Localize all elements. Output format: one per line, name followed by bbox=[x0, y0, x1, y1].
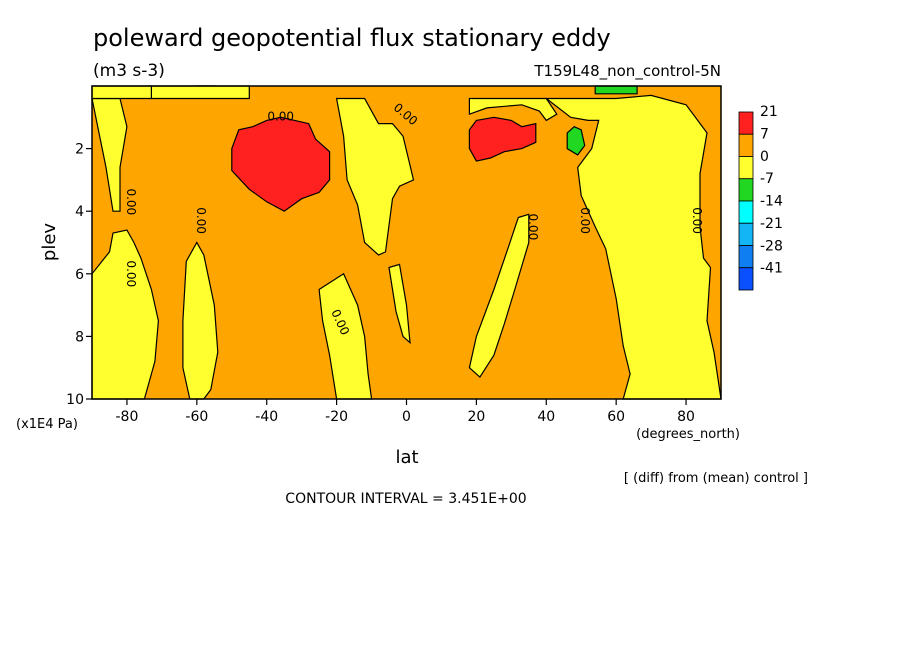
colorbar-level-label: 21 bbox=[760, 104, 778, 120]
units-label: (m3 s-3) bbox=[93, 61, 165, 81]
contour-region-negative bbox=[388, 263, 411, 345]
contour-label: 0.00 bbox=[194, 207, 208, 234]
y-tick-label: 2 bbox=[75, 142, 84, 158]
contour-label: 0.00 bbox=[124, 188, 138, 215]
colorbar-swatch bbox=[738, 222, 754, 246]
diff-note: [ (diff) from (mean) control ] bbox=[624, 471, 808, 486]
colorbar-level-label: 7 bbox=[760, 126, 769, 142]
contour-region-negative bbox=[335, 97, 415, 256]
x-axis-unit: (degrees_north) bbox=[636, 427, 740, 442]
contour-label: 0.00 bbox=[578, 207, 592, 234]
x-tick-label: 0 bbox=[402, 409, 411, 425]
contour-label: 0.00 bbox=[526, 213, 540, 240]
colorbar-level-label: -41 bbox=[760, 261, 783, 277]
x-tick-label: -80 bbox=[116, 409, 139, 425]
colorbar-swatch bbox=[738, 133, 754, 157]
contour-region-negative bbox=[468, 213, 530, 379]
contour-region-negative bbox=[594, 85, 638, 95]
chart-title: poleward geopotential flux stationary ed… bbox=[93, 24, 611, 52]
y-axis-unit: (x1E4 Pa) bbox=[16, 417, 78, 432]
x-axis: -80 -60 -40 -20 0 20 40 60 80 bbox=[116, 399, 695, 425]
colorbar-swatch bbox=[738, 178, 754, 202]
contour-region-negative bbox=[468, 97, 558, 122]
contour-region-negative bbox=[318, 272, 373, 400]
x-tick-label: 60 bbox=[607, 409, 625, 425]
contour-label: 0.00 bbox=[690, 207, 704, 234]
plot-area: 0.000.000.000.000.000.00 0.00 0.000.00 bbox=[91, 85, 722, 400]
experiment-label: T159L48_non_control-5N bbox=[533, 62, 721, 81]
colorbar-level-label: -14 bbox=[760, 194, 783, 210]
contour-label: 0.00 bbox=[124, 260, 138, 287]
y-axis-label: plev bbox=[39, 223, 60, 262]
colorbar-level-label: -21 bbox=[760, 216, 783, 232]
x-tick-label: 20 bbox=[467, 409, 485, 425]
contour-region-negative bbox=[91, 97, 128, 212]
contour-region-negative bbox=[91, 85, 152, 100]
colorbar-swatch bbox=[738, 245, 754, 269]
x-tick-label: -20 bbox=[325, 409, 348, 425]
colorbar-level-label: -7 bbox=[760, 171, 774, 187]
x-tick-label: -40 bbox=[255, 409, 278, 425]
x-tick-label: -60 bbox=[185, 409, 208, 425]
contour-label: 0.00 bbox=[267, 109, 294, 123]
contour-interval: CONTOUR INTERVAL = 3.451E+00 bbox=[285, 491, 526, 507]
y-tick-label: 6 bbox=[75, 267, 84, 283]
x-tick-label: 80 bbox=[677, 409, 695, 425]
contour-region-negative bbox=[150, 85, 250, 100]
colorbar-level-label: -28 bbox=[760, 238, 783, 254]
x-tick-label: 40 bbox=[537, 409, 555, 425]
contour-region-positive bbox=[468, 116, 537, 162]
y-tick-label: 10 bbox=[66, 392, 84, 408]
colorbar-swatch bbox=[738, 156, 754, 180]
contour-region-negative bbox=[566, 125, 586, 156]
colorbar-swatch bbox=[738, 200, 754, 224]
y-tick-label: 8 bbox=[75, 329, 84, 345]
colorbar-swatch bbox=[738, 267, 754, 291]
contour-region-positive bbox=[231, 116, 331, 212]
y-tick-label: 4 bbox=[75, 204, 84, 220]
colorbar-swatch bbox=[738, 111, 754, 135]
colorbar-level-label: 0 bbox=[760, 149, 769, 165]
colorbar: 21 7 0 -7 -14 -21 -28 -41 bbox=[738, 104, 783, 291]
contour-region-negative bbox=[182, 241, 219, 400]
y-axis: 2 4 6 8 10 bbox=[66, 142, 92, 408]
x-axis-label: lat bbox=[395, 447, 418, 468]
